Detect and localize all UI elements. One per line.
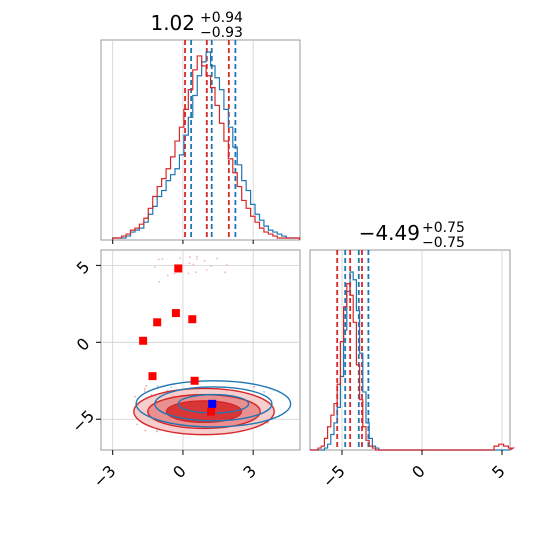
x-tick-label: 0 xyxy=(169,461,190,482)
scatter-point xyxy=(157,258,160,261)
contour-red xyxy=(165,400,243,424)
scatter-point xyxy=(154,266,156,269)
panel-bottom-right: −5 0 5 −4.49 +0.75 −0.75 xyxy=(309,220,516,492)
scatter-point xyxy=(224,271,227,274)
quantile-lines-top-left xyxy=(184,40,237,240)
scatter-point xyxy=(187,272,190,275)
histogram-series xyxy=(310,271,510,451)
scatter-point xyxy=(158,281,161,283)
scatter-point xyxy=(173,272,176,275)
scatter-point xyxy=(216,257,218,260)
scatter-point xyxy=(210,265,213,268)
title-plus-error: +0.75 xyxy=(422,220,465,236)
histogram-series xyxy=(112,55,301,240)
marker-blue-square xyxy=(208,399,217,408)
marker-red-square xyxy=(190,376,199,385)
scatter-point xyxy=(188,262,191,265)
scatter-point xyxy=(156,385,159,387)
marker-red-square xyxy=(148,372,157,381)
histogram-series xyxy=(310,283,516,451)
title-plus-error: +0.94 xyxy=(200,10,243,26)
x-ticks-bottom-right: −5 0 5 xyxy=(319,450,509,492)
markers-bottom-left xyxy=(139,264,217,416)
grid-top-left xyxy=(112,40,254,240)
scatter-point xyxy=(144,387,146,390)
scatter-point xyxy=(267,421,269,424)
x-tick-label: −3 xyxy=(89,461,119,491)
scatter-point xyxy=(134,395,136,398)
y-tick-label: −5 xyxy=(68,406,98,436)
title-minus-error: −0.75 xyxy=(422,235,465,251)
title-center-value: 1.02 xyxy=(150,11,195,35)
panel-frame-top-left xyxy=(100,39,301,241)
scatter-point xyxy=(194,271,197,274)
y-ticks-bottom-left: 5 0 −5 xyxy=(68,257,101,436)
x-ticks-bottom-left: −3 0 3 xyxy=(89,450,260,492)
contour-blue xyxy=(135,380,292,428)
scatter-point xyxy=(205,269,208,271)
x-tick-label: 0 xyxy=(408,461,429,482)
scatter-point xyxy=(192,263,195,266)
title-bottom-right: −4.49 +0.75 −0.75 xyxy=(359,220,465,251)
scatter-point xyxy=(253,385,256,388)
scatter-point xyxy=(179,257,182,259)
ticks-top-left xyxy=(112,240,254,244)
scatter-point xyxy=(155,430,158,433)
histograms-bottom-right xyxy=(310,271,516,451)
scatter-point xyxy=(203,259,206,262)
scatter-point xyxy=(225,264,228,266)
marker-red-square xyxy=(153,318,162,327)
panel-top-left: 1.02 +0.94 −0.93 xyxy=(100,10,301,244)
grid-bottom-right xyxy=(341,250,503,450)
x-tick-label: −5 xyxy=(319,461,349,491)
scatter-point xyxy=(136,423,139,426)
contours-bottom-left xyxy=(133,380,292,436)
title-top-left: 1.02 +0.94 −0.93 xyxy=(150,10,243,41)
scatter-point xyxy=(189,256,191,258)
x-tick-label: 5 xyxy=(488,461,509,482)
marker-red-square xyxy=(139,336,148,345)
scatter-point xyxy=(145,384,148,387)
panel-bottom-left: −3 0 3 5 0 −5 xyxy=(68,249,301,492)
histogram-series xyxy=(112,51,301,240)
title-minus-error: −0.93 xyxy=(200,25,243,41)
x-tick-label: 3 xyxy=(239,461,260,482)
scatter-point xyxy=(144,429,147,432)
scatter-point xyxy=(196,255,199,258)
scatter-point xyxy=(143,390,146,392)
scatter-point xyxy=(166,274,169,277)
marker-red-square xyxy=(174,264,183,273)
marker-red-square xyxy=(188,315,197,324)
marker-red-square xyxy=(207,407,216,416)
title-center-value: −4.49 xyxy=(359,221,420,245)
y-tick-label: 5 xyxy=(73,257,94,278)
scatter-point xyxy=(195,257,198,260)
scatter-point xyxy=(161,258,164,260)
contour-blue xyxy=(154,386,273,422)
scatter-point xyxy=(170,386,173,389)
histograms-top-left xyxy=(112,51,301,240)
marker-red-square xyxy=(171,309,180,318)
scatter-point xyxy=(263,390,265,393)
y-tick-label: 0 xyxy=(73,334,94,355)
